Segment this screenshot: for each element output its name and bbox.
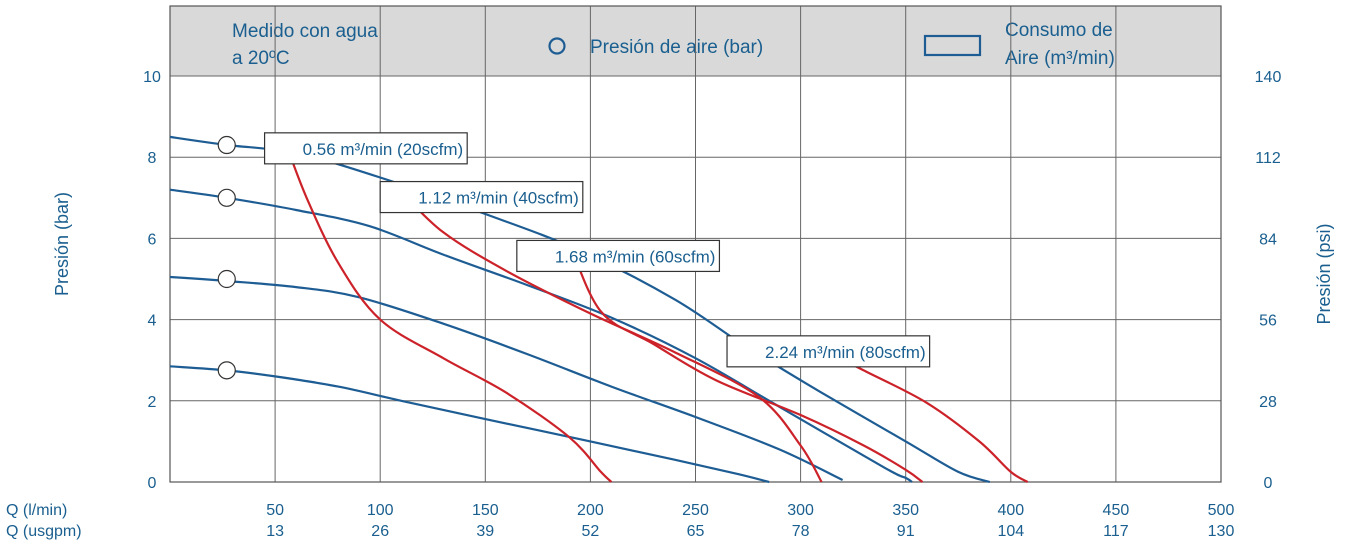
y-tick-label-right: 140	[1255, 69, 1282, 86]
y-tick-label-right: 56	[1259, 313, 1277, 330]
legend-pressure-label: Presión de aire (bar)	[590, 37, 763, 58]
y-tick-label-right: 112	[1255, 150, 1281, 167]
x-tick-label-usgpm: 26	[371, 523, 389, 540]
pressure-marker	[217, 269, 236, 289]
x-row2-title: Q (usgpm)	[6, 523, 82, 540]
legend-note-line1: Medido con agua	[232, 21, 378, 42]
consumption-label: 1.68 m³/min (60scfm)	[516, 239, 721, 273]
pressure-marker	[217, 135, 236, 155]
y-tick-label-right: 84	[1259, 231, 1277, 248]
pressure-markers	[217, 135, 236, 380]
x-tick-label-lmin: 500	[1208, 502, 1235, 519]
x-tick-label-lmin: 300	[787, 502, 814, 519]
x-tick-label-lmin: 250	[682, 502, 709, 519]
consumption-label-text: 2.24 m³/min (80scfm)	[765, 343, 926, 362]
y-tick-label-right: 28	[1259, 394, 1277, 411]
x-tick-label-usgpm: 39	[476, 523, 494, 540]
x-tick-label-usgpm: 78	[792, 523, 810, 540]
y-ticks-right: 0 28 56 84 112 140	[1255, 69, 1282, 492]
consumption-label-box	[726, 335, 931, 368]
y-tick-label-left: 10	[143, 69, 161, 86]
y-tick-label-left: 6	[148, 231, 157, 248]
consumption-label-box	[516, 239, 721, 273]
y-tick-label-left: 2	[148, 394, 157, 411]
x-tick-label-lmin: 400	[997, 502, 1024, 519]
consumption-labels: 0.56 m³/min (20scfm) 1.12 m³/min (40scfm)…	[263, 132, 931, 368]
y-tick-label-left: 0	[148, 475, 157, 492]
consumption-curves	[284, 142, 1029, 483]
consumption-label-text: 1.68 m³/min (60scfm)	[555, 247, 716, 266]
x-tick-label-usgpm: 130	[1208, 523, 1235, 540]
x-tick-label-lmin: 350	[892, 502, 919, 519]
consumption-label: 1.12 m³/min (40scfm)	[379, 180, 584, 214]
legend-consumption-label-line1: Consumo de	[1005, 20, 1113, 41]
x-tick-label-usgpm: 104	[997, 523, 1024, 540]
consumption-curve	[568, 242, 924, 483]
consumption-label: 0.56 m³/min (20scfm)	[263, 132, 468, 165]
consumption-label-text: 0.56 m³/min (20scfm)	[303, 140, 464, 159]
x-tick-label-usgpm: 65	[687, 523, 705, 540]
y-tick-label-left: 8	[148, 150, 157, 167]
y-axis-title-right: Presión (psi)	[1314, 223, 1334, 324]
legend-consumption-marker-icon	[923, 34, 982, 57]
y-tick-label-left: 4	[148, 313, 157, 330]
legend-pressure-marker-icon	[548, 37, 566, 55]
x-tick-label-lmin: 450	[1103, 502, 1130, 519]
y-axis-title-left: Presión (bar)	[52, 192, 72, 296]
legend-note-line2: a 20ºC	[232, 48, 290, 69]
x-tick-label-lmin: 50	[266, 502, 284, 519]
x-tick-label-lmin: 150	[472, 502, 499, 519]
pressure-marker	[217, 361, 236, 380]
x-tick-label-usgpm: 52	[582, 523, 600, 540]
pressure-curve	[169, 275, 844, 481]
pressure-marker	[217, 188, 236, 207]
plot-frame	[169, 5, 1222, 483]
legend-consumption-label-line2: Aire (m³/min)	[1005, 48, 1115, 69]
y-tick-label-right: 0	[1264, 475, 1273, 492]
x-tick-label-usgpm: 13	[266, 523, 284, 540]
x-ticks-lmin: 50 100 150 200 250 300 350 400 450 500	[266, 502, 1234, 519]
pressure-curve	[169, 365, 770, 484]
x-tick-label-usgpm: 91	[897, 523, 915, 540]
consumption-label-box	[263, 132, 468, 165]
consumption-curve	[284, 142, 613, 483]
x-tick-label-usgpm: 117	[1103, 523, 1129, 540]
consumption-label-text: 1.12 m³/min (40scfm)	[418, 189, 579, 208]
pressure-curve	[169, 188, 913, 483]
consumption-label-box	[379, 180, 584, 214]
y-ticks-left: 0 2 4 6 8 10	[143, 69, 161, 492]
x-tick-label-lmin: 100	[367, 502, 394, 519]
consumption-label: 2.24 m³/min (80scfm)	[726, 335, 931, 368]
x-row1-title: Q (l/min)	[6, 502, 67, 519]
x-tick-label-lmin: 200	[577, 502, 604, 519]
x-ticks-usgpm: 13 26 39 52 65 78 91 104 117 130	[266, 523, 1234, 540]
consumption-curve	[810, 343, 1029, 483]
